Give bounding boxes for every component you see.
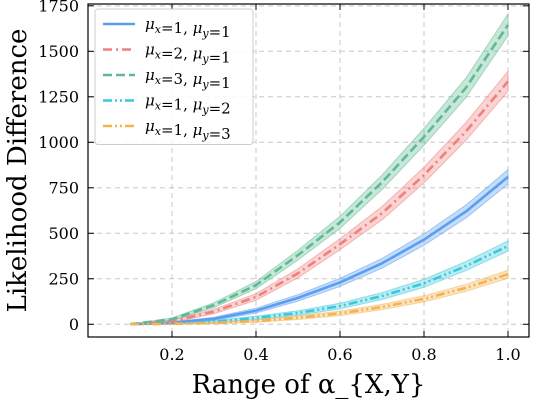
y-axis-label: Likelihood Difference bbox=[3, 29, 33, 313]
x-tick-label: 0.4 bbox=[243, 345, 268, 364]
legend-item-3: μx=1, μy=2 bbox=[103, 92, 231, 118]
x-tick-label: 0.8 bbox=[411, 345, 436, 364]
series-line-0 bbox=[129, 175, 509, 326]
legend-item-1: μx=2, μy=1 bbox=[103, 41, 231, 67]
axis-ticks bbox=[88, 4, 529, 337]
legend-label: μx=1, μy=3 bbox=[145, 117, 231, 143]
legend-box bbox=[94, 8, 254, 145]
series-lines bbox=[129, 24, 510, 326]
series-line-2 bbox=[129, 24, 510, 326]
y-tick-label: 1250 bbox=[38, 87, 79, 106]
y-tick-label: 1750 bbox=[38, 0, 79, 15]
y-tick-label: 500 bbox=[48, 224, 79, 243]
y-tick-label: 1500 bbox=[38, 42, 79, 61]
x-tick-label: 0.2 bbox=[159, 345, 184, 364]
series-line-4 bbox=[129, 272, 509, 326]
legend-label: μx=1, μy=2 bbox=[145, 92, 231, 118]
x-axis-label-text: Range of α_{X,Y} bbox=[192, 370, 426, 400]
legend-label: μx=1, μy=1 bbox=[145, 15, 231, 41]
plot-frame bbox=[87, 3, 530, 338]
tick-labels: 0.2 0.4 0.6 0.8 1.0 0 250 500 750 1000 1250 1500 175… bbox=[38, 0, 520, 364]
y-tick-label: 0 bbox=[69, 315, 79, 334]
legend-item-4: μx=1, μy=3 bbox=[103, 117, 231, 143]
y-tick-label: 750 bbox=[48, 178, 79, 197]
x-tick-label: 1.0 bbox=[495, 345, 520, 364]
legend-item-2: μx=3, μy=1 bbox=[103, 66, 231, 92]
y-tick-label: 1000 bbox=[38, 133, 79, 152]
series-line-1 bbox=[129, 80, 509, 326]
legend-label: μx=2, μy=1 bbox=[145, 41, 231, 67]
x-axis-label: Range of α_{X,Y} bbox=[192, 370, 426, 400]
legend: μx=1, μy=1μx=2, μy=1μx=3, μy=1μx=1, μy=2… bbox=[94, 8, 254, 145]
legend-label: μx=3, μy=1 bbox=[145, 66, 231, 92]
y-tick-label: 250 bbox=[48, 269, 79, 288]
series-band-0 bbox=[129, 168, 509, 325]
series-line-3 bbox=[129, 244, 509, 326]
x-tick-label: 0.6 bbox=[327, 345, 352, 364]
legend-item-0: μx=1, μy=1 bbox=[103, 15, 231, 41]
